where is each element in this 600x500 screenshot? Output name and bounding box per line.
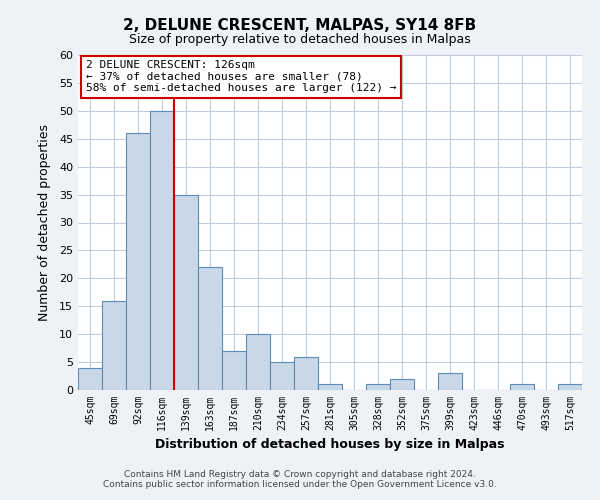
Bar	[366, 384, 390, 390]
Bar	[102, 300, 126, 390]
Text: Contains HM Land Registry data © Crown copyright and database right 2024.
Contai: Contains HM Land Registry data © Crown c…	[103, 470, 497, 489]
Text: 2, DELUNE CRESCENT, MALPAS, SY14 8FB: 2, DELUNE CRESCENT, MALPAS, SY14 8FB	[124, 18, 476, 32]
Bar	[390, 379, 414, 390]
Bar	[294, 356, 318, 390]
Text: 2 DELUNE CRESCENT: 126sqm
← 37% of detached houses are smaller (78)
58% of semi-: 2 DELUNE CRESCENT: 126sqm ← 37% of detac…	[86, 60, 396, 93]
Bar	[558, 384, 582, 390]
Bar	[246, 334, 270, 390]
Bar	[150, 111, 174, 390]
Bar	[510, 384, 534, 390]
Bar	[78, 368, 102, 390]
Bar	[174, 194, 198, 390]
Bar	[318, 384, 342, 390]
X-axis label: Distribution of detached houses by size in Malpas: Distribution of detached houses by size …	[155, 438, 505, 452]
Bar	[270, 362, 294, 390]
Bar	[198, 267, 222, 390]
Y-axis label: Number of detached properties: Number of detached properties	[38, 124, 50, 321]
Bar	[126, 133, 150, 390]
Bar	[438, 373, 462, 390]
Bar	[222, 351, 246, 390]
Text: Size of property relative to detached houses in Malpas: Size of property relative to detached ho…	[129, 32, 471, 46]
